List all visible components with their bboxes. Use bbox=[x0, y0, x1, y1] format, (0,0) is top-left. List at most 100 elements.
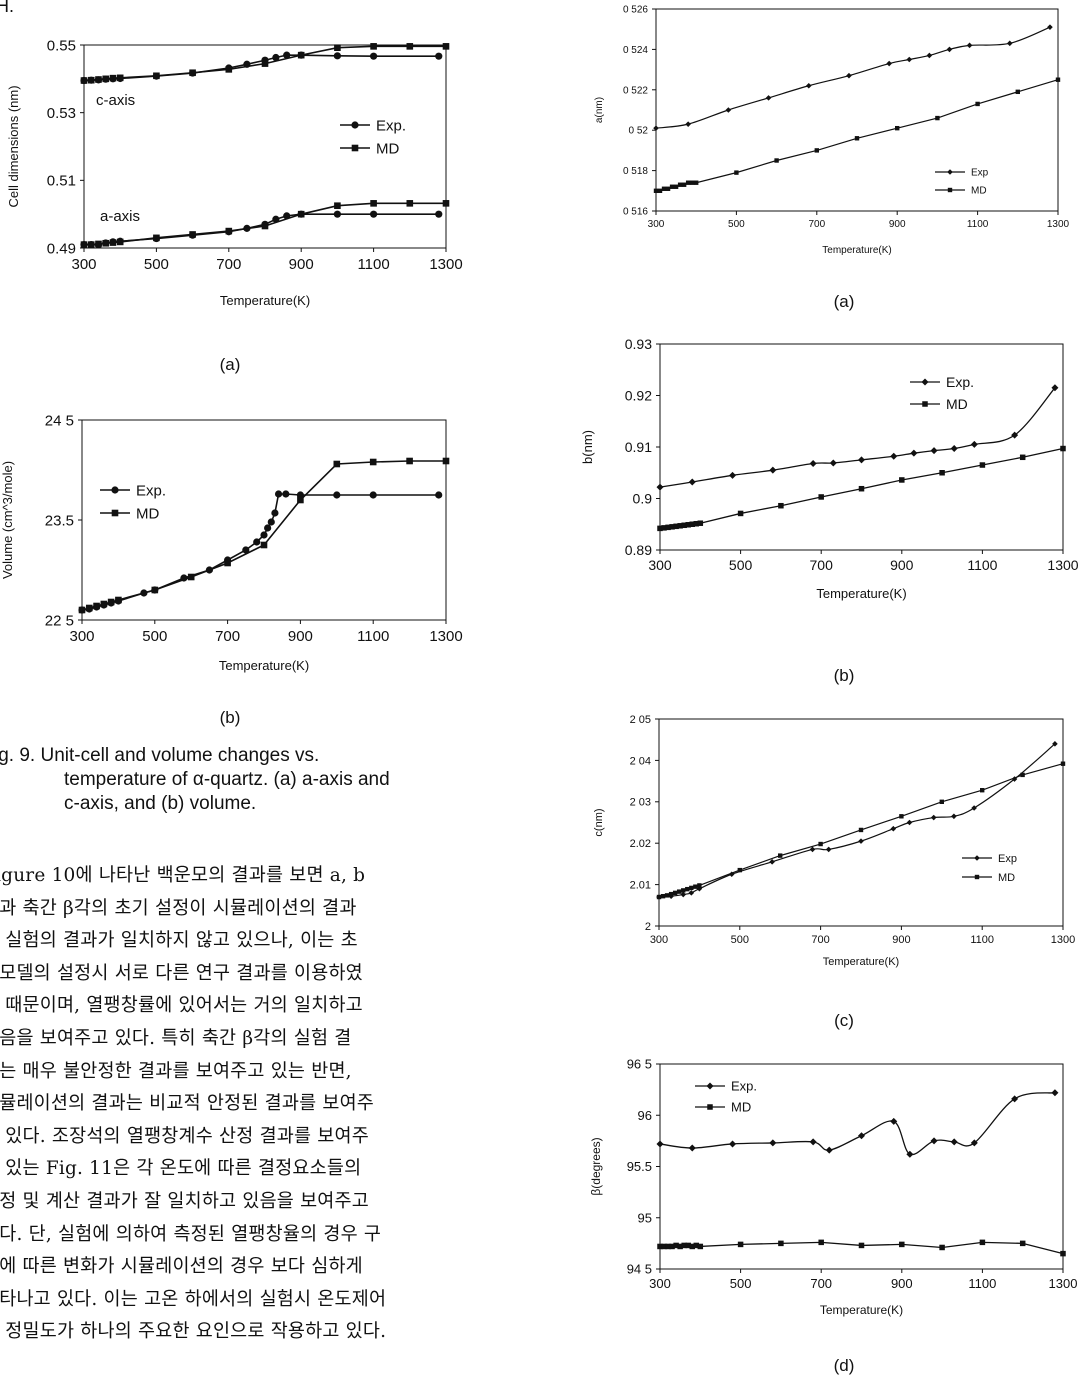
data-point bbox=[672, 890, 678, 896]
data-point bbox=[282, 490, 290, 498]
data-point bbox=[677, 523, 683, 529]
chart-right-a: 300 500 700 900 1100 1300 0 516 0 518 0 52 0 522 0… bbox=[580, 0, 1087, 270]
data-point bbox=[370, 52, 378, 60]
y-tick-label: 95.5 bbox=[627, 1159, 652, 1174]
y-axis-label: Cell dimensions (nm) bbox=[6, 85, 21, 207]
data-point bbox=[939, 470, 945, 476]
body-line: 와 실험의 결과가 일치하지 않고 있으나, 이는 초 bbox=[0, 930, 358, 952]
data-point bbox=[189, 231, 196, 238]
data-point bbox=[406, 457, 413, 465]
x-tick-label: 900 bbox=[288, 628, 313, 645]
legend-marker bbox=[947, 187, 953, 193]
chart-right-c: 300 500 700 900 1100 1300 2 2.01 2.02 2 03 2 04 2 0… bbox=[580, 705, 1087, 975]
data-point bbox=[689, 180, 695, 185]
x-tick-label: 1300 bbox=[1047, 219, 1070, 230]
body-line: 고 있다. 조장석의 열팽창계수 산정 결과를 보여주 bbox=[0, 1125, 369, 1147]
data-point bbox=[1060, 445, 1066, 452]
legend-label: Exp bbox=[971, 168, 989, 179]
chart-svg: 300 500 700 900 1100 1300 0.49 0.51 0.53 0.55 Temp… bbox=[6, 37, 463, 308]
data-point bbox=[1060, 761, 1066, 766]
data-point bbox=[87, 76, 95, 84]
data-point bbox=[369, 491, 377, 499]
data-point bbox=[225, 227, 233, 235]
x-tick-label: 700 bbox=[810, 1276, 832, 1291]
legend-label: MD bbox=[946, 396, 968, 412]
data-point bbox=[189, 69, 196, 77]
data-point bbox=[809, 459, 817, 467]
legend-marker bbox=[947, 169, 953, 175]
x-axis-label: Temperature(K) bbox=[219, 658, 309, 673]
data-point bbox=[677, 1243, 683, 1250]
data-point bbox=[805, 82, 812, 89]
data-point bbox=[829, 459, 837, 467]
y-axis-label: β(degrees) bbox=[589, 1137, 603, 1195]
data-point bbox=[85, 604, 93, 612]
data-point bbox=[688, 478, 696, 486]
data-point bbox=[1020, 772, 1025, 778]
y-tick-label: 0.53 bbox=[47, 105, 76, 122]
data-point bbox=[814, 148, 819, 153]
data-point bbox=[653, 188, 659, 193]
data-point bbox=[854, 136, 860, 141]
data-point bbox=[442, 457, 450, 465]
data-point bbox=[858, 1242, 865, 1249]
data-point bbox=[693, 884, 698, 889]
data-point bbox=[333, 491, 341, 499]
data-point bbox=[673, 184, 679, 189]
data-point bbox=[946, 46, 953, 53]
x-tick-label: 700 bbox=[808, 219, 825, 230]
legend-marker bbox=[921, 378, 929, 386]
data-point bbox=[333, 460, 341, 468]
legend-marker bbox=[351, 121, 359, 129]
data-point bbox=[910, 449, 918, 457]
data-point bbox=[930, 447, 938, 455]
data-point bbox=[899, 814, 904, 819]
data-point bbox=[825, 846, 832, 853]
chart-right-b: 300 500 700 900 1100 1300 0.89 0.9 0.91 0.92 0.93 T… bbox=[580, 330, 1087, 610]
data-point bbox=[1051, 384, 1059, 392]
chart-svg: 300 500 700 900 1100 1300 22 5 23.5 24 5 Temperat… bbox=[0, 412, 463, 673]
data-point bbox=[102, 75, 110, 83]
caption-left-b: (b) bbox=[219, 708, 241, 727]
legend-label: Exp. bbox=[376, 117, 406, 134]
data-point bbox=[825, 1146, 833, 1154]
data-point bbox=[665, 186, 671, 191]
body-line: 고 있는 Fig. 11은 각 온도에 따른 결정요소들의 bbox=[0, 1158, 362, 1180]
data-point bbox=[765, 95, 772, 101]
data-point bbox=[80, 241, 88, 248]
data-point bbox=[264, 524, 272, 532]
x-tick-label: 500 bbox=[729, 557, 753, 573]
caption-right-c: (c) bbox=[834, 1011, 854, 1030]
data-point bbox=[778, 1240, 784, 1247]
body-line: 측정 및 계산 결과가 잘 일치하고 있음을 보여주고 bbox=[0, 1190, 369, 1212]
x-axis-label: Temperature(K) bbox=[816, 586, 906, 601]
x-tick-label: 900 bbox=[890, 557, 914, 573]
data-point bbox=[80, 77, 88, 84]
data-point bbox=[1051, 1089, 1059, 1097]
data-point bbox=[406, 43, 414, 50]
data-point bbox=[886, 60, 892, 67]
data-point bbox=[688, 1144, 696, 1152]
data-point bbox=[261, 222, 269, 230]
data-point bbox=[333, 210, 341, 218]
data-point bbox=[283, 51, 291, 59]
body-line: 기모델의 설정시 서로 다른 연구 결과를 이용하였 bbox=[0, 962, 363, 984]
plot-frame bbox=[659, 343, 1064, 551]
data-point bbox=[665, 1243, 671, 1250]
data-point bbox=[681, 182, 687, 187]
data-point bbox=[681, 1242, 687, 1249]
body-line: 간에 따른 변화가 시뮬레이션의 경우 보다 심하게 bbox=[0, 1256, 363, 1278]
legend-marker bbox=[706, 1082, 714, 1090]
data-point bbox=[734, 170, 739, 175]
series-line bbox=[659, 387, 1056, 488]
y-axis-label: a(nm) bbox=[594, 97, 605, 123]
legend-marker bbox=[707, 1104, 713, 1110]
x-tick-label: 1300 bbox=[1049, 1276, 1078, 1291]
data-point bbox=[975, 101, 980, 107]
y-tick-label: 0.89 bbox=[625, 542, 652, 558]
data-point bbox=[737, 1241, 744, 1248]
chart-svg: 300 500 700 900 1100 1300 0 516 0 518 0 52 0 522 0… bbox=[594, 5, 1070, 257]
data-point bbox=[224, 559, 231, 567]
data-point bbox=[78, 606, 86, 614]
legend-label: Exp. bbox=[946, 374, 974, 390]
